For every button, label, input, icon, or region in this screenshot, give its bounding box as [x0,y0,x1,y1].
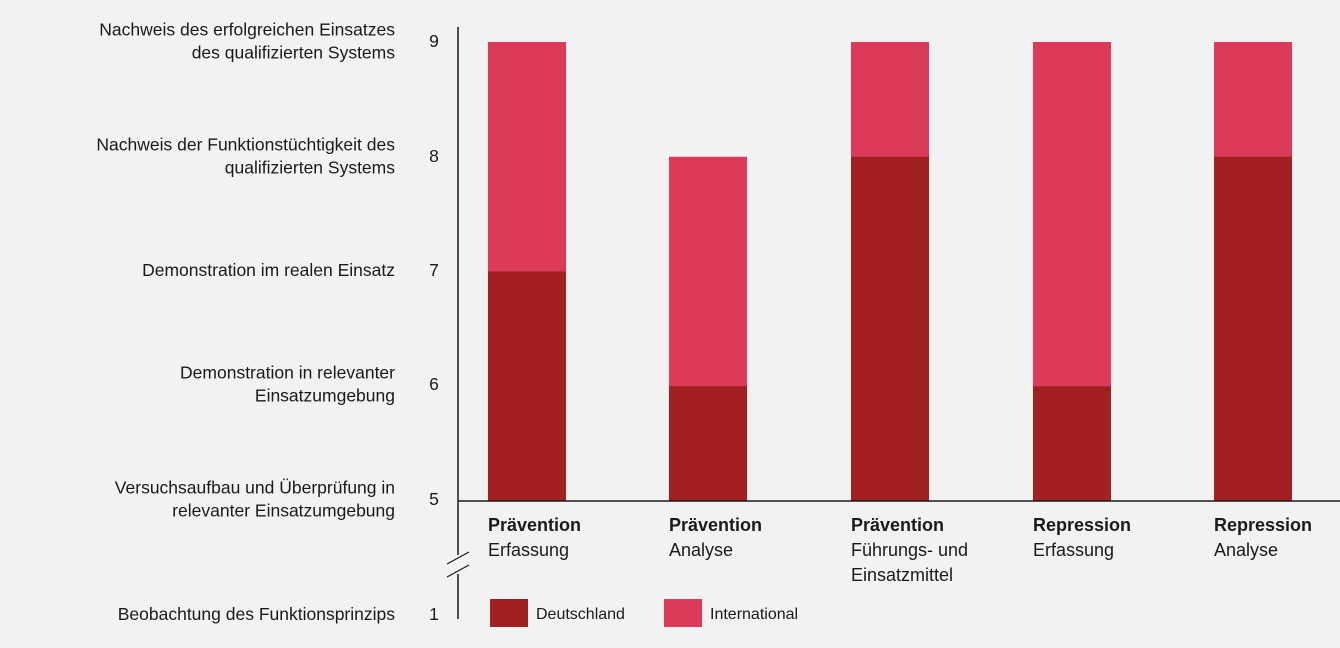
level-label-line: Demonstration in relevanter [180,363,395,383]
bar-deutschland [851,156,929,501]
level-label-line: qualifizierten Systems [225,158,395,178]
category-label-line: Erfassung [488,540,569,560]
bar-deutschland [488,271,566,501]
axis-break-mark [446,551,470,565]
legend: Deutschland International [490,599,798,627]
category-label-line: Analyse [669,540,733,560]
y-tick-label: 1 [429,604,439,624]
y-tick-label: 7 [429,260,439,280]
bar-deutschland [1214,156,1292,501]
category-label-bold: Prävention [669,515,762,535]
level-label-line: Einsatzumgebung [255,386,395,406]
y-tick-label: 5 [429,489,439,509]
y-tick-label: 9 [429,31,439,51]
y-tick-label: 6 [429,374,439,394]
category-label-line: Erfassung [1033,540,1114,560]
category-label-bold: Repression [1214,515,1312,535]
legend-swatch-international [664,599,702,627]
level-label-line: relevanter Einsatzumgebung [172,501,395,521]
category-label-bold: Repression [1033,515,1131,535]
legend-label-deutschland: Deutschland [536,606,625,623]
legend-swatch-deutschland [490,599,528,627]
axes [440,27,1340,619]
level-label-line: Beobachtung des Funktionsprinzips [118,604,396,624]
bar-deutschland [669,386,747,501]
level-labels: Nachweis des erfolgreichen Einsatzes des … [96,20,395,625]
level-label-line: Versuchsaufbau und Überprüfung in [115,478,395,498]
bars [488,42,1292,501]
level-label-line: Nachweis der Funktionstüchtigkeit des [96,135,395,155]
category-label-line: Einsatzmittel [851,565,953,585]
level-label-line: des qualifizierten Systems [192,43,396,63]
level-label-line: Demonstration im realen Einsatz [142,260,395,280]
category-label-bold: Prävention [851,515,944,535]
category-label-line: Führungs- und [851,540,968,560]
y-tick-label: 8 [429,146,439,166]
level-label-line: Nachweis des erfolgreichen Einsatzes [99,20,395,40]
legend-label-international: International [710,606,798,623]
axis-break-gap [440,556,476,573]
y-tick-labels: 9 8 7 6 5 1 [429,31,439,624]
bar-deutschland [1033,386,1111,501]
category-label-bold: Prävention [488,515,581,535]
axis-break-mark [446,564,470,578]
category-labels: Prävention Erfassung Prävention Analyse Präv… [488,515,1312,585]
category-label-line: Analyse [1214,540,1278,560]
